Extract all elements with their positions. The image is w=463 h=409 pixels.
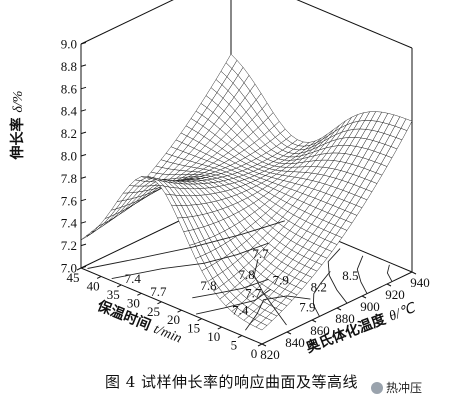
contour-line [196, 288, 271, 315]
x-tick-label: 920 [385, 287, 405, 302]
z-axis-title-text: 伸长率 [9, 113, 26, 161]
y-tick [157, 301, 162, 305]
contour-line [111, 242, 269, 280]
y-axis-title-symbol: t [151, 322, 161, 338]
contour-line [245, 295, 311, 331]
floor-edge-front-left [80, 267, 263, 345]
x-tick-label: 880 [335, 311, 355, 326]
contour-value-label: 7.4 [125, 271, 142, 286]
contour-value-label: 7.8 [238, 267, 254, 282]
z-tick-label: 7.4 [61, 216, 78, 231]
y-tick-label: 25 [147, 304, 160, 319]
z-tick [80, 109, 87, 112]
y-tick-label: 0 [251, 346, 258, 361]
top-back-edge [80, 0, 174, 45]
y-tick-label: 15 [187, 321, 200, 336]
z-tick [80, 42, 87, 45]
z-tick-label: 8.2 [61, 126, 77, 141]
z-tick-label: 8.0 [61, 149, 77, 164]
contour-line [327, 248, 348, 304]
contour-line [192, 278, 269, 299]
x-tick [311, 319, 317, 323]
y-tick [257, 343, 263, 347]
z-tick-label: 7.0 [61, 261, 77, 276]
z-tick [80, 243, 87, 247]
contour-line [356, 255, 368, 294]
contour-value-label: 7.7 [150, 284, 167, 299]
contour-line [87, 220, 285, 269]
z-tick-label: 8.6 [61, 81, 78, 96]
z-axis-title-unit: /% [11, 91, 26, 108]
z-tick-label: 7.2 [61, 238, 77, 253]
contour-value-label: 7.9 [273, 272, 289, 287]
y-tick [217, 326, 223, 330]
z-tick [80, 221, 87, 224]
x-tick-label: 860 [310, 323, 330, 338]
y-tick-label: 20 [167, 312, 180, 327]
y-tick [96, 275, 102, 279]
x-tick [286, 331, 292, 335]
z-tick-label: 7.6 [61, 193, 78, 208]
y-tick-label: 45 [67, 270, 80, 285]
surface-plot: 7.4 7.7 7.8 7.4 7.7 7.9 8.2 8.5 7.8 7.9 7.7 9.0 8.8… [9, 0, 430, 363]
contour-line [253, 258, 287, 326]
contour-value-label: 7.8 [200, 278, 216, 293]
contour-line [312, 271, 331, 317]
z-tick [80, 131, 87, 135]
x-axis-title-symbol: θ [387, 308, 399, 325]
x-tick [336, 307, 342, 311]
y-tick-label: 35 [107, 287, 120, 302]
y-tick-label: 10 [207, 329, 220, 344]
watermark: 热冲压 [368, 378, 426, 397]
y-tick [237, 335, 243, 339]
y-tick-label: 40 [87, 278, 100, 293]
z-tick-label: 8.8 [61, 59, 77, 74]
figure-caption: 图 4 试样伸长率的响应曲面及等高线 [104, 373, 359, 391]
axis-ticks: 9.0 8.8 8.6 8.4 8.2 8.0 7.8 7.6 7.4 7.2 7.0 820 840 8… [61, 37, 430, 363]
y-tick [177, 309, 182, 313]
contour-value-label: 7.7 [252, 246, 269, 261]
contour-line [386, 264, 393, 282]
contour-value-label: 8.5 [342, 268, 358, 283]
response-surface [80, 53, 413, 331]
top-right-edge [296, 0, 413, 49]
z-tick [80, 266, 87, 269]
y-tick-label: 30 [127, 295, 140, 310]
contour-value-label: 7.4 [232, 303, 249, 318]
watermark-icon [371, 382, 383, 394]
z-axis-title: 伸长率 δ/% [9, 91, 26, 161]
y-tick-label: 5 [231, 338, 238, 353]
x-tick-label: 900 [360, 299, 380, 314]
y-tick [76, 267, 82, 271]
z-tick [80, 198, 87, 202]
y-tick [197, 318, 202, 322]
x-tick-label: 940 [410, 275, 430, 290]
z-tick-label: 9.0 [61, 37, 77, 52]
contour-lines: 7.4 7.7 7.8 7.4 7.7 7.9 8.2 8.5 7.8 7.9 7.7 [87, 220, 393, 331]
x-tick-label: 840 [285, 335, 305, 350]
x-tick-label: 820 [260, 347, 280, 362]
z-tick-label: 8.4 [61, 104, 78, 119]
z-tick [80, 86, 87, 90]
z-tick-label: 7.8 [61, 171, 77, 186]
z-tick [80, 154, 87, 157]
z-tick [80, 64, 87, 67]
contour-value-label: 7.9 [299, 299, 315, 314]
contour-value-label: 8.2 [311, 279, 327, 294]
surface-cell [400, 118, 413, 131]
x-tick [411, 271, 417, 275]
x-tick [361, 295, 367, 299]
y-tick [137, 292, 142, 296]
y-tick [116, 284, 122, 288]
x-tick [261, 343, 267, 347]
z-axis-title-symbol: δ [11, 106, 26, 113]
watermark-text: 热冲压 [386, 381, 423, 395]
z-tick [80, 176, 87, 179]
x-tick [386, 283, 392, 287]
contour-value-label: 7.7 [245, 286, 262, 301]
